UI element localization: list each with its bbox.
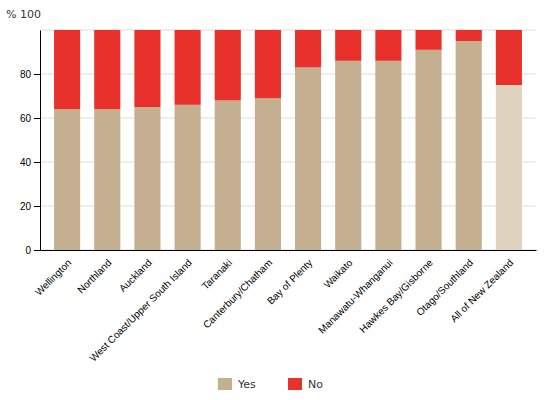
bar (416, 30, 442, 50)
x-tick-label: Taranaki (200, 257, 235, 292)
x-tick-label: All of New Zealand (448, 257, 515, 324)
x-tick: All of New Zealand (448, 257, 515, 324)
y-tick: 80 (20, 69, 40, 80)
legend-label: Yes (237, 378, 256, 391)
x-tick-label: West Coast/Upper South Island (87, 257, 194, 364)
y-tick-mark (34, 74, 40, 75)
y-tick-label: 20 (20, 201, 32, 212)
y-tick: 40 (20, 157, 40, 168)
x-tick: Bay of Plenty (265, 257, 314, 306)
bar (215, 100, 241, 250)
legend-label: No (308, 378, 323, 391)
bar (134, 107, 160, 250)
legend-swatch (288, 378, 302, 390)
bar (94, 30, 120, 109)
x-tick: Canterbury/Chatham (201, 257, 274, 330)
bar (94, 109, 120, 250)
bar (134, 30, 160, 107)
bar (215, 30, 241, 100)
series-0 (54, 41, 522, 250)
y-tick-mark (34, 206, 40, 207)
x-tick-label: Bay of Plenty (265, 257, 314, 306)
x-tick-label: Hawkes Bay/Gisborne (357, 257, 435, 335)
y-tick-label: 40 (20, 157, 32, 168)
x-tick-label: Manawatu-Whanganui (316, 257, 395, 336)
x-tick: Northland (75, 257, 113, 295)
bar (496, 85, 522, 250)
y-tick-mark (34, 118, 40, 119)
x-tick-label: Auckland (117, 257, 154, 294)
bar (175, 30, 201, 105)
chart: WellingtonNorthlandAucklandWest Coast/Up… (0, 0, 551, 400)
y-label: % 100 (6, 8, 41, 21)
bar (335, 30, 361, 61)
x-tick: Manawatu-Whanganui (316, 257, 395, 336)
y-tick-label: 60 (20, 113, 32, 124)
bar (295, 67, 321, 250)
x-tick: Taranaki (200, 257, 235, 292)
bar (255, 30, 281, 98)
y-tick-label: 80 (20, 69, 32, 80)
bar (295, 30, 321, 67)
bar (54, 109, 80, 250)
bars (54, 30, 522, 250)
legend-entry: No (288, 378, 323, 391)
y-axis: 0 20 40 60 80 (20, 31, 41, 256)
bar (375, 61, 401, 250)
y-tick: 60 (20, 113, 40, 124)
x-tick: Auckland (117, 257, 154, 294)
x-tick-label: Canterbury/Chatham (201, 257, 274, 330)
series-1 (54, 30, 522, 109)
grid (40, 30, 536, 250)
bar (456, 41, 482, 250)
plot: WellingtonNorthlandAucklandWest Coast/Up… (6, 8, 537, 364)
x-tick-label: Northland (75, 257, 113, 295)
bar (54, 30, 80, 109)
legend-entry: Yes (218, 378, 256, 391)
bar (175, 105, 201, 250)
y-axis-line (40, 31, 41, 251)
y-tick: 0 (25, 245, 40, 256)
legend-swatch (218, 378, 232, 390)
y-tick: 20 (20, 201, 40, 212)
x-axis: WellingtonNorthlandAucklandWest Coast/Up… (33, 251, 537, 364)
bar (416, 50, 442, 250)
y-tick-label: 0 (25, 245, 31, 256)
y-tick-mark (34, 250, 40, 251)
y-tick-mark (34, 162, 40, 163)
bar (335, 61, 361, 250)
x-tick-label: Wellington (33, 257, 74, 298)
x-axis-line (41, 250, 537, 251)
bar (496, 30, 522, 85)
x-tick: Waikato (322, 257, 355, 290)
x-tick-label: Waikato (322, 257, 355, 290)
x-tick: Wellington (33, 257, 74, 298)
bar (255, 98, 281, 250)
bar (456, 30, 482, 41)
x-tick: Hawkes Bay/Gisborne (357, 257, 435, 335)
bar (375, 30, 401, 61)
legend: Yes No (218, 378, 323, 391)
x-tick: West Coast/Upper South Island (87, 257, 194, 364)
